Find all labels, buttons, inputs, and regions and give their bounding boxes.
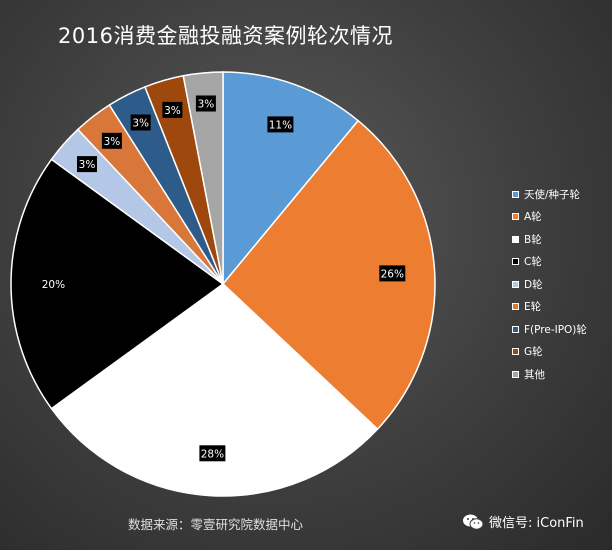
data-label-box	[199, 445, 226, 462]
legend-item-8: G轮	[512, 341, 587, 364]
wechat-watermark: 微信号: iConFin	[462, 512, 584, 531]
pie-slice-1	[222, 71, 360, 287]
legend-item-6: E轮	[512, 296, 587, 319]
wechat-icon	[463, 514, 484, 530]
data-label-text: 3%	[198, 99, 215, 111]
data-label-box	[101, 132, 122, 149]
data-label-7: 3%	[130, 114, 151, 131]
data-label-box	[77, 156, 97, 173]
legend-label: 天使/种子轮	[524, 188, 581, 201]
chart-legend: 天使/种子轮 A轮 B轮 C轮 D轮 E轮 F(Pre-IPO)轮 G轮其他	[512, 183, 587, 386]
data-label-box	[379, 265, 406, 282]
legend-item-3: B轮	[512, 228, 587, 251]
legend-item-5: D轮	[512, 273, 587, 296]
legend-label: F(Pre-IPO)轮	[524, 323, 587, 336]
data-label-text: 26%	[381, 268, 404, 280]
legend-item-2: A轮	[512, 206, 587, 229]
data-label-text: 20%	[42, 279, 65, 291]
legend-label: C轮	[524, 256, 542, 269]
data-label-5: 3%	[77, 156, 97, 173]
data-label-9: 3%	[195, 95, 216, 112]
legend-item-4: C轮	[512, 251, 587, 274]
legend-swatch	[512, 370, 519, 378]
watermark-text: 微信号: iConFin	[489, 516, 584, 531]
legend-swatch	[512, 213, 519, 221]
data-label-text: 3%	[79, 159, 96, 171]
legend-label: D轮	[524, 278, 543, 291]
data-label-box	[267, 116, 294, 133]
data-label-text: 28%	[201, 448, 224, 460]
data-label-8: 3%	[162, 101, 183, 118]
data-label-text: 3%	[164, 105, 181, 117]
legend-label: A轮	[524, 211, 542, 224]
pie-slice-9	[182, 71, 224, 285]
data-label-text: 3%	[104, 136, 121, 148]
data-label-text: 11%	[269, 119, 292, 131]
chart-title: 2016消费金融投融资案例轮次情况	[58, 24, 393, 48]
legend-item-1: 天使/种子轮	[512, 183, 587, 206]
pie-slice-4	[10, 158, 225, 410]
data-label-1: 11%	[267, 116, 294, 133]
legend-swatch	[512, 303, 519, 311]
legend-swatch	[512, 325, 519, 333]
data-label-6: 3%	[101, 132, 122, 149]
data-label-text: 3%	[132, 118, 149, 130]
legend-swatch	[512, 190, 519, 198]
legend-swatch	[512, 235, 519, 243]
legend-label: 其他	[524, 368, 545, 381]
pie-slice-3	[50, 283, 379, 497]
data-label-box	[130, 114, 151, 131]
data-label-2: 26%	[379, 265, 406, 282]
legend-label: B轮	[524, 233, 542, 246]
data-source-note: 数据来源：零壹研究院数据中心	[128, 517, 304, 532]
legend-label: G轮	[524, 346, 543, 359]
legend-item-9: 其他	[512, 363, 587, 386]
data-label-box	[40, 276, 67, 292]
data-label-4: 20%	[40, 276, 67, 292]
legend-swatch	[512, 258, 519, 266]
pie-slice-2	[221, 119, 436, 431]
data-label-box	[162, 101, 183, 118]
legend-swatch	[512, 348, 519, 356]
data-label-3: 28%	[199, 445, 226, 462]
legend-label: E轮	[524, 301, 542, 314]
data-label-box	[195, 95, 216, 112]
legend-swatch	[512, 280, 519, 288]
legend-item-7: F(Pre-IPO)轮	[512, 318, 587, 341]
